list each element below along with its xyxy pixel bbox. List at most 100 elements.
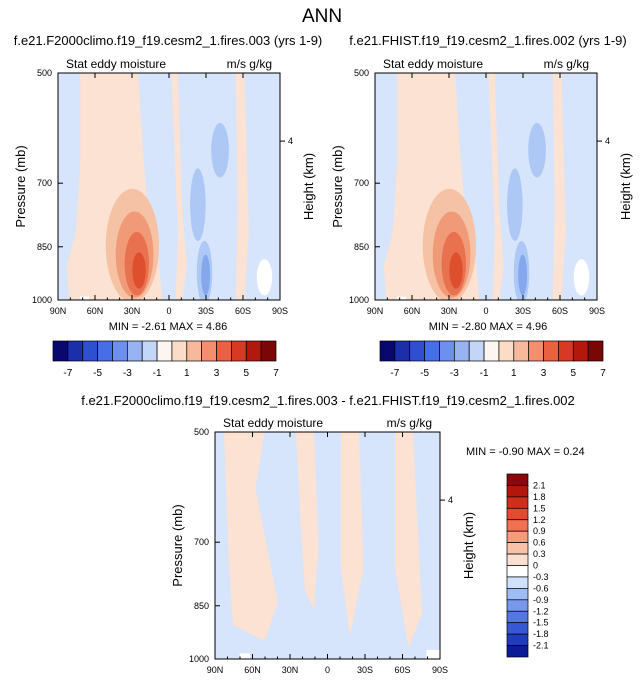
colorbar-label: -5: [93, 368, 102, 379]
colorbar-label: 0: [533, 561, 538, 571]
colorbar-swatch: [379, 340, 396, 362]
colorbar-swatch: [201, 340, 217, 362]
colorbar-swatch: [82, 340, 98, 362]
colorbar-label: -1.5: [533, 618, 549, 628]
positive-strip-south: [235, 73, 249, 300]
right-axis-label: Height (km): [618, 153, 633, 220]
positive-sliver: [448, 73, 458, 101]
y-tick-label: 700: [37, 178, 52, 188]
y-tick-label: 1000: [349, 295, 369, 305]
y-tick-label: 500: [354, 68, 369, 78]
colorbar-swatch: [468, 340, 485, 362]
negative-level-3: [518, 254, 528, 296]
missing-patch: [239, 653, 250, 659]
x-tick-label: 60S: [394, 665, 410, 675]
x-tick-label: 90S: [589, 306, 605, 316]
panel-title: f.e21.F2000climo.f19_f19.cesm2_1.fires.0…: [81, 393, 575, 408]
colorbar-label: 3: [541, 368, 547, 379]
colorbar-swatch: [171, 340, 188, 362]
x-tick-label: 90S: [272, 306, 288, 316]
x-tick-label: 30S: [357, 665, 373, 675]
missing-patch: [397, 296, 407, 300]
contour-fills: [58, 73, 280, 300]
colorbar-swatch: [572, 340, 589, 362]
left-subtitle: Stat eddy moisture: [66, 57, 166, 71]
right-tick-label: 4: [605, 136, 610, 146]
colorbar-swatch: [156, 340, 173, 362]
zero-region: [256, 259, 273, 296]
colorbar-swatch: [141, 340, 158, 362]
colorbar-label: -2.1: [533, 641, 549, 651]
colorbar-swatch: [506, 610, 529, 624]
colorbar-swatch: [506, 633, 529, 646]
colorbar-label: 1.8: [533, 492, 546, 502]
colorbar-label: -7: [63, 368, 72, 379]
colorbar-label: 1.5: [533, 503, 546, 513]
left-subtitle: Stat eddy moisture: [223, 416, 323, 430]
y-tick-label: 500: [37, 68, 52, 78]
colorbar-swatch: [112, 340, 128, 362]
zero-region: [573, 259, 590, 296]
colorbar-swatch: [506, 542, 529, 555]
colorbar-swatch: [498, 340, 515, 362]
colorbar-swatch: [483, 340, 500, 362]
colorbar-swatch: [506, 565, 529, 578]
colorbar-swatch: [506, 507, 529, 521]
contour-panel-3: f.e21.F2000climo.f19_f19.cesm2_1.fires.0…: [81, 393, 584, 675]
y-tick-label: 700: [354, 178, 369, 188]
negative-level-3: [201, 254, 211, 296]
negative-level-2: [190, 168, 206, 241]
y-tick-label: 1000: [189, 654, 209, 664]
contour-fills: [375, 73, 597, 300]
colorbar-swatch: [67, 340, 84, 362]
right-tick-label: 4: [448, 495, 453, 505]
colorbar-swatch: [245, 340, 262, 362]
colorbar-label: -7: [390, 368, 399, 379]
colorbar-label: 0.3: [533, 549, 546, 559]
colorbar-label: 1: [184, 368, 190, 379]
missing-patch: [80, 296, 90, 300]
colorbar-label: 3: [214, 368, 220, 379]
negative-level-2: [507, 168, 523, 241]
colorbar-swatch: [506, 588, 529, 601]
x-tick-label: 60N: [244, 665, 261, 675]
colorbar-swatch: [543, 340, 559, 362]
colorbar-swatch: [587, 340, 604, 362]
colorbar-label: 2.1: [533, 480, 546, 490]
min-max-stats: MIN = -0.90 MAX = 0.24: [466, 446, 585, 458]
left-subtitle: Stat eddy moisture: [383, 57, 483, 71]
negative-level-2c: [528, 122, 546, 178]
colorbar-swatch: [453, 340, 470, 362]
colorbar-swatch: [506, 473, 529, 486]
colorbar-label: 7: [600, 368, 606, 379]
missing-patch-2: [426, 649, 440, 659]
colorbar-swatch: [506, 485, 529, 498]
positive-sliver: [131, 73, 141, 101]
positive-level-5: [132, 252, 146, 289]
colorbar-swatch: [216, 340, 232, 362]
colorbar-label: -3: [123, 368, 132, 379]
colorbar-swatch: [231, 340, 247, 362]
colorbar-swatch: [513, 340, 530, 362]
y-tick-label: 500: [194, 427, 209, 437]
colorbar-top-right: -7 -5 -3 -1 1 3 5 7: [379, 340, 606, 379]
y-axis-label: Pressure (mb): [13, 145, 28, 227]
x-tick-label: 90S: [432, 665, 448, 675]
positive-region: [224, 432, 278, 641]
right-axis-label: Height (km): [301, 153, 316, 220]
x-tick-label: 30N: [124, 306, 141, 316]
min-max-stats: MIN = -2.80 MAX = 4.96: [429, 321, 548, 333]
x-tick-label: 30N: [441, 306, 458, 316]
colorbar-swatch: [506, 645, 529, 658]
contour-panel-2: f.e21.FHIST.f19_f19.cesm2_1.fires.002 (y…: [330, 33, 633, 333]
colorbar-swatch: [97, 340, 113, 362]
colorbar-swatch: [126, 340, 143, 362]
y-tick-label: 850: [194, 601, 209, 611]
colorbar-label: -0.9: [533, 595, 549, 605]
right-tick-label: 4: [288, 136, 293, 146]
colorbar-swatch: [394, 340, 411, 362]
colorbar-swatch: [558, 340, 574, 362]
right-subtitle: m/s g/kg: [544, 57, 589, 71]
y-axis-label: Pressure (mb): [330, 145, 345, 227]
